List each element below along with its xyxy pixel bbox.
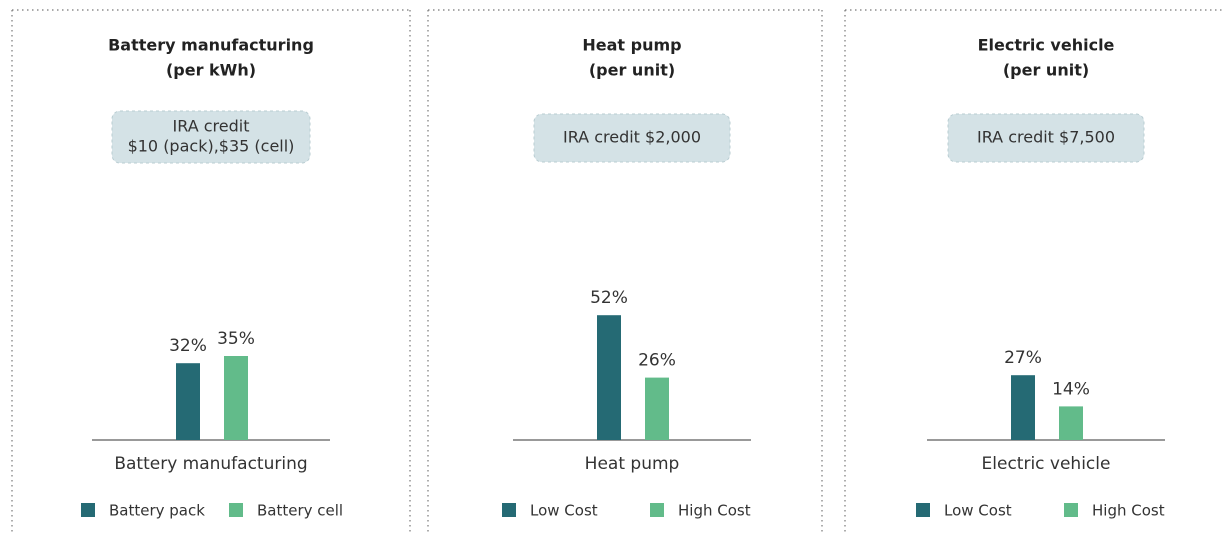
annotation-text: IRA credit: [173, 117, 250, 136]
bar: [1011, 375, 1035, 440]
annotation-text: IRA credit $2,000: [563, 128, 701, 147]
x-tick-label: Battery manufacturing: [114, 454, 307, 474]
annotation-box: [947, 113, 1145, 163]
legend-swatch: [650, 503, 664, 517]
x-tick-label: Heat pump: [585, 454, 680, 474]
bar: [645, 377, 669, 440]
legend-swatch: [916, 503, 930, 517]
panel-subtitle: (per kWh): [166, 61, 256, 80]
legend-label: Battery cell: [257, 502, 343, 520]
data-label: 52%: [590, 288, 628, 308]
legend-swatch: [229, 503, 243, 517]
data-label: 35%: [217, 329, 255, 349]
annotation-box: [111, 110, 311, 164]
panel-subtitle: (per unit): [589, 61, 675, 80]
legend-label: High Cost: [678, 502, 751, 520]
legend-swatch: [81, 503, 95, 517]
panel-title: Battery manufacturing: [108, 36, 314, 55]
panel-subtitle: (per unit): [1003, 61, 1089, 80]
annotation-text: IRA credit $7,500: [977, 128, 1115, 147]
bar: [176, 363, 200, 440]
bar: [224, 356, 248, 440]
annotation-text: $10 (pack),$35 (cell): [128, 137, 295, 156]
bar: [1059, 406, 1083, 440]
data-label: 27%: [1004, 348, 1042, 368]
legend-swatch: [502, 503, 516, 517]
panel-borders: [11, 9, 1222, 534]
legend-label: Low Cost: [530, 502, 598, 520]
panel-title: Heat pump: [582, 36, 681, 55]
data-label: 26%: [638, 351, 676, 371]
bar: [597, 315, 621, 440]
legend-label: High Cost: [1092, 502, 1165, 520]
annotation-box: [533, 113, 731, 163]
data-label: 32%: [169, 336, 207, 356]
data-label: 14%: [1052, 379, 1090, 399]
x-tick-label: Electric vehicle: [982, 454, 1111, 474]
legend-label: Low Cost: [944, 502, 1012, 520]
legend-swatch: [1064, 503, 1078, 517]
legend-label: Battery pack: [109, 502, 205, 520]
panel-title: Electric vehicle: [978, 36, 1115, 55]
